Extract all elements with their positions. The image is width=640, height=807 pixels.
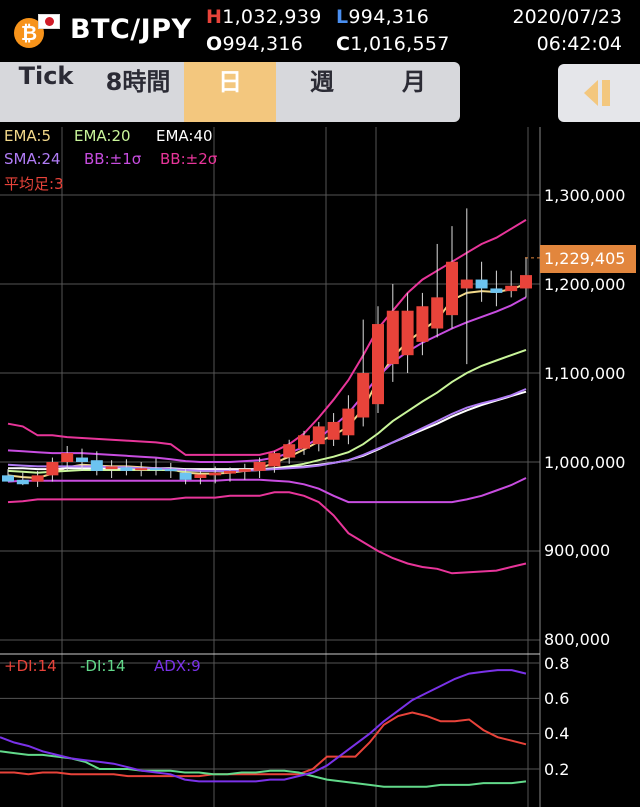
candle-body: [16, 479, 29, 485]
legend-bb1: BB:±1σ: [84, 150, 142, 168]
y-tick-label: 1,000,000: [544, 453, 626, 472]
legend-plus-di: +DI:14: [4, 657, 57, 675]
candle-body: [357, 373, 370, 418]
price-chart[interactable]: [0, 122, 640, 807]
tab-day[interactable]: 日: [184, 62, 276, 122]
candle-body: [238, 469, 251, 472]
candle-body: [135, 468, 148, 471]
candle-body: [401, 310, 414, 356]
tab-tick[interactable]: Tick: [18, 62, 74, 90]
candle-body: [150, 468, 162, 471]
date: 2020/07/23: [512, 6, 622, 28]
candle-body: [386, 310, 399, 365]
candle-body: [298, 435, 310, 449]
indicator-tick-label: 0.6: [544, 689, 570, 708]
candle-body: [90, 460, 103, 471]
legend-ema20: EMA:20: [74, 127, 131, 145]
legend-adx: ADX:9: [154, 657, 201, 675]
candle-body: [312, 426, 325, 445]
candle-body: [505, 285, 518, 292]
y-tick-label: 800,000: [544, 630, 611, 649]
low-price: L994,316: [336, 6, 430, 28]
candle-body: [416, 306, 429, 342]
legend-heikin: 平均足:3: [4, 175, 64, 193]
indicator-tick-label: 0.8: [544, 654, 570, 673]
candle-body: [209, 472, 222, 476]
high-price: H1,032,939: [206, 6, 322, 28]
y-tick-label: 1,300,000: [544, 186, 626, 205]
indicator-line--di-14: [0, 711, 527, 778]
candle-body: [372, 324, 384, 405]
candle-body: [179, 472, 192, 480]
legend-minus-di: -DI:14: [80, 657, 126, 675]
tab-month[interactable]: 月: [402, 68, 426, 96]
candle-body: [224, 470, 236, 474]
timeframe-tabs: Tick 8時間 日 週 月: [0, 62, 460, 122]
candle-body: [76, 457, 88, 462]
legend-ema5: EMA:5: [4, 127, 52, 145]
series-line-bb-1-: [7, 296, 527, 463]
series-line-bb-2-: [7, 491, 527, 575]
candle-body: [61, 453, 74, 462]
candle-body: [253, 462, 266, 471]
indicator-tick-label: 0.4: [544, 724, 570, 743]
indicator-tick-label: 0.2: [544, 760, 570, 779]
candle-body: [105, 466, 118, 470]
candle-body: [120, 467, 133, 471]
candle-body: [490, 288, 503, 293]
y-tick-label: 1,200,000: [544, 275, 626, 294]
y-tick-label: 1,100,000: [544, 364, 626, 383]
candle-body: [268, 453, 281, 467]
candle-body: [431, 297, 444, 329]
candle-body: [342, 408, 355, 436]
candle-body: [475, 279, 488, 289]
candle-body: [31, 475, 44, 482]
series-line-bb-2-: [7, 219, 527, 456]
close-price: C1,016,557: [336, 33, 450, 55]
collapse-sidebar-icon: [584, 80, 610, 106]
japan-flag-icon: [38, 14, 60, 29]
indicator-line--di-14: [0, 750, 527, 788]
header: ₿ BTC/JPY H1,032,939 L994,316 O994,316 C…: [0, 0, 640, 62]
candle-body: [164, 469, 177, 472]
tab-week[interactable]: 週: [310, 68, 334, 96]
candle-body: [327, 421, 340, 440]
time: 06:42:04: [536, 33, 622, 55]
candle-body: [194, 474, 207, 479]
legend-sma24: SMA:24: [4, 150, 61, 168]
candle-body: [460, 279, 473, 289]
y-tick-label: 900,000: [544, 541, 611, 560]
candle-body: [520, 275, 532, 289]
currency-pair[interactable]: BTC/JPY: [70, 14, 192, 45]
candle-body: [446, 261, 458, 316]
indicator-line-adx-9: [0, 669, 527, 783]
series-line-ema-40: [8, 390, 527, 471]
last-price-badge: 1,229,405: [540, 245, 636, 273]
open-price: O994,316: [206, 33, 304, 55]
legend-bb2: BB:±2σ: [160, 150, 218, 168]
legend-ema40: EMA:40: [156, 127, 213, 145]
candle-body: [46, 462, 59, 476]
candle-body: [283, 444, 296, 458]
tab-8h[interactable]: 8時間: [105, 68, 171, 96]
collapse-sidebar-button[interactable]: [558, 64, 640, 122]
series-line-bb-1-: [7, 477, 527, 504]
candle-body: [2, 475, 14, 482]
